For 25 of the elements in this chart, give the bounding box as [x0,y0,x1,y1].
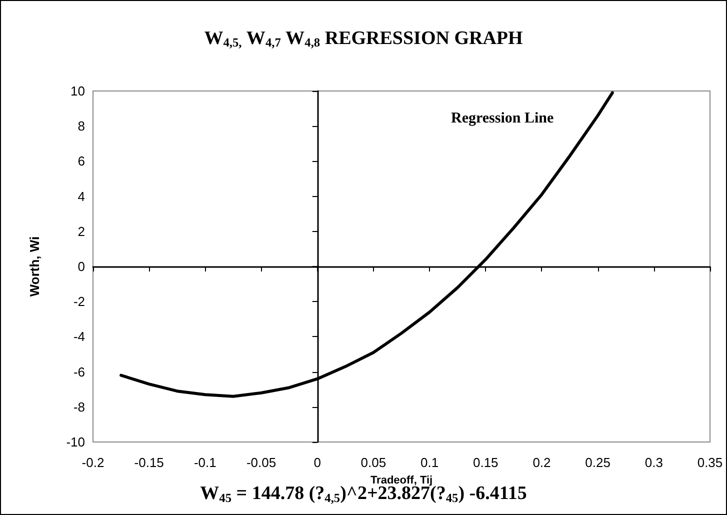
y-tick-label: 8 [78,118,85,134]
y-tick-label: 0 [78,259,85,274]
x-tick-label: 0.3 [644,455,663,470]
x-tick-label: 0.15 [472,455,498,470]
x-tick-label: 0.1 [420,455,439,470]
x-tick-label: 0.05 [360,455,386,470]
y-tick-label: 10 [70,84,85,98]
y-tick-label: 2 [78,224,85,239]
y-tick-label: -8 [73,399,85,414]
y-tick-label: -4 [73,329,85,344]
y-tick-label: 6 [78,154,85,169]
y-axis-title: Worth, Wi [27,236,42,297]
y-tick-label: -10 [66,434,85,450]
x-tick-label: 0.35 [697,455,723,470]
x-tick-label: -0.05 [246,455,276,470]
y-tick-label: 4 [78,188,85,204]
x-tick-label: -0.1 [194,455,216,470]
x-tick-label: 0.2 [532,455,551,470]
x-tick-label: 0.25 [585,455,610,470]
x-tick-label: 0 [314,455,321,470]
y-tick-label: -2 [73,294,85,310]
x-tick-label: -0.2 [82,455,104,470]
y-tick-label: -6 [73,364,85,380]
annotation: Regression Line [451,110,554,126]
x-tick-label: -0.15 [134,455,164,470]
